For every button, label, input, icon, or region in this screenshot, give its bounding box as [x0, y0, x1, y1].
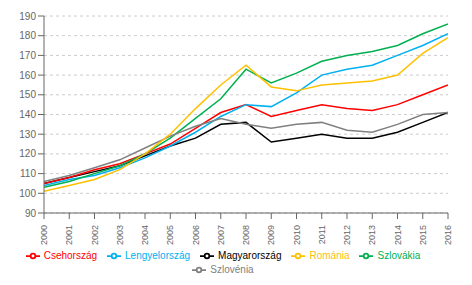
svg-text:170: 170: [19, 50, 36, 61]
svg-text:2010: 2010: [292, 225, 302, 245]
svg-text:2002: 2002: [90, 225, 100, 245]
svg-text:2003: 2003: [115, 225, 125, 245]
svg-text:160: 160: [19, 70, 36, 81]
svg-text:180: 180: [19, 30, 36, 41]
svg-text:2015: 2015: [418, 225, 428, 245]
html-text:Szlovákia: Szlovákia: [377, 249, 421, 261]
html-text:Szlovénia: Szlovénia: [210, 263, 254, 275]
html-text:Lengyelország: Lengyelország: [125, 249, 191, 261]
svg-text:150: 150: [19, 89, 36, 100]
svg-text:2007: 2007: [216, 225, 226, 245]
svg-text:2014: 2014: [393, 225, 403, 245]
svg-text:2013: 2013: [367, 225, 377, 245]
svg-text:2008: 2008: [241, 225, 251, 245]
svg-text:2011: 2011: [317, 225, 327, 244]
svg-text:90: 90: [25, 208, 37, 219]
svg-text:2009: 2009: [266, 225, 276, 245]
svg-text:100: 100: [19, 188, 36, 199]
svg-text:2016: 2016: [443, 225, 453, 245]
svg-text:2004: 2004: [140, 225, 150, 245]
html-text:Csehország: Csehország: [43, 249, 97, 261]
html-text:Magyarország: Magyarország: [218, 249, 282, 261]
svg-text:2006: 2006: [191, 225, 201, 245]
svg-text:120: 120: [19, 148, 36, 159]
svg-text:140: 140: [19, 109, 36, 120]
svg-text:110: 110: [20, 168, 36, 179]
html-text:Románia: Románia: [309, 249, 350, 261]
svg-text:190: 190: [19, 11, 36, 22]
svg-text:2001: 2001: [64, 225, 74, 245]
svg-text:130: 130: [19, 129, 36, 140]
svg-text:2000: 2000: [39, 225, 49, 245]
svg-text:2005: 2005: [165, 225, 175, 245]
svg-text:2012: 2012: [342, 225, 352, 245]
